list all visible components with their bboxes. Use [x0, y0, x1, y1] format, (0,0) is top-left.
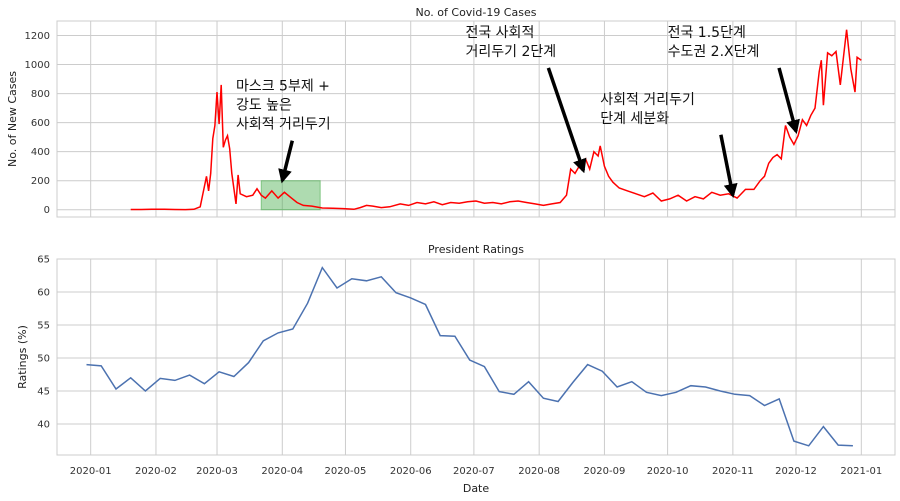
annotation-text: 마스크 5부제 +	[236, 79, 330, 95]
ratings-y-tick-label: 50	[37, 353, 50, 364]
x-tick-label: 2020-11	[712, 466, 754, 477]
annotation-arrow	[777, 67, 800, 135]
x-tick-label: 2020-07	[453, 466, 495, 477]
annotation-text: 사회적 거리두기	[236, 117, 331, 133]
covid-plot-frame	[56, 20, 896, 218]
x-tick-label: 2020-02	[135, 466, 177, 477]
ratings-plot-frame	[56, 258, 896, 456]
x-tick-label: 2020-10	[647, 466, 689, 477]
x-axis-label: Date	[463, 482, 490, 495]
ratings-line	[86, 266, 853, 447]
x-tick-label: 2020-04	[261, 466, 303, 477]
annotation-text: 거리두기 2단계	[465, 44, 556, 60]
annotation-text: 단계 세분화	[600, 111, 669, 127]
covid-y-tick-label: 800	[31, 89, 50, 100]
ratings-y-tick-label: 65	[37, 255, 50, 266]
covid-y-ticks: 0 200 400 600 800 1000 1200	[25, 31, 50, 216]
ratings-y-tick-label: 60	[37, 287, 50, 298]
covid-y-tick-label: 0	[44, 205, 50, 216]
covid-cases-panel: 0 200 400 600 800 1000 1200 No. of Covid-19 Ca…	[6, 6, 896, 218]
annotation-text: 사회적 거리두기	[600, 92, 695, 108]
ratings-y-tick-label: 55	[37, 320, 50, 331]
covid-y-tick-label: 1000	[25, 60, 50, 71]
date-x-ticks: 2020-01 2020-02 2020-03 2020-04 2020-05 2020-…	[70, 466, 882, 477]
covid-annotations: 마스크 5부제 + 강도 높은 사회적 거리두기 전국 사회적 거리두기 2단계사회…	[236, 25, 800, 198]
ratings-chart-title: President Ratings	[428, 243, 524, 256]
covid-chart-title: No. of Covid-19 Cases	[416, 6, 537, 19]
covid-y-tick-label: 1200	[25, 31, 50, 42]
covid-y-tick-label: 400	[31, 147, 50, 158]
covid-y-tick-label: 600	[31, 118, 50, 129]
ratings-y-ticks: 40 45 50 55 60 65	[37, 255, 50, 431]
annotation-text: 전국 1.5단계	[668, 25, 746, 41]
x-tick-label: 2020-01	[70, 466, 112, 477]
covid-y-tick-label: 200	[31, 176, 50, 187]
x-tick-label: 2020-05	[325, 466, 367, 477]
covid-cases-line	[130, 29, 862, 211]
ratings-y-tick-label: 40	[37, 419, 50, 430]
president-ratings-panel: 40 45 50 55 60 65 President Ratings Ratings (…	[16, 243, 896, 456]
x-tick-label: 2020-08	[518, 466, 560, 477]
x-tick-label: 2021-01	[840, 466, 882, 477]
annotation-text: 강도 높은	[236, 98, 292, 114]
ratings-y-axis-label: Ratings (%)	[16, 325, 29, 389]
annotation-text: 전국 사회적	[465, 25, 534, 41]
x-tick-label: 2020-12	[775, 466, 817, 477]
covid-y-axis-label: No. of New Cases	[6, 71, 19, 167]
covid-grid	[57, 21, 895, 217]
annotation-text: 수도권 2.X단계	[668, 44, 760, 60]
x-tick-label: 2020-06	[390, 466, 432, 477]
annotation-arrow	[546, 67, 587, 174]
annotation-arrow	[278, 140, 294, 184]
annotation-arrow	[719, 134, 738, 198]
x-tick-label: 2020-03	[196, 466, 238, 477]
x-tick-label: 2020-09	[584, 466, 626, 477]
ratings-grid	[57, 258, 895, 455]
ratings-y-tick-label: 45	[37, 386, 50, 397]
